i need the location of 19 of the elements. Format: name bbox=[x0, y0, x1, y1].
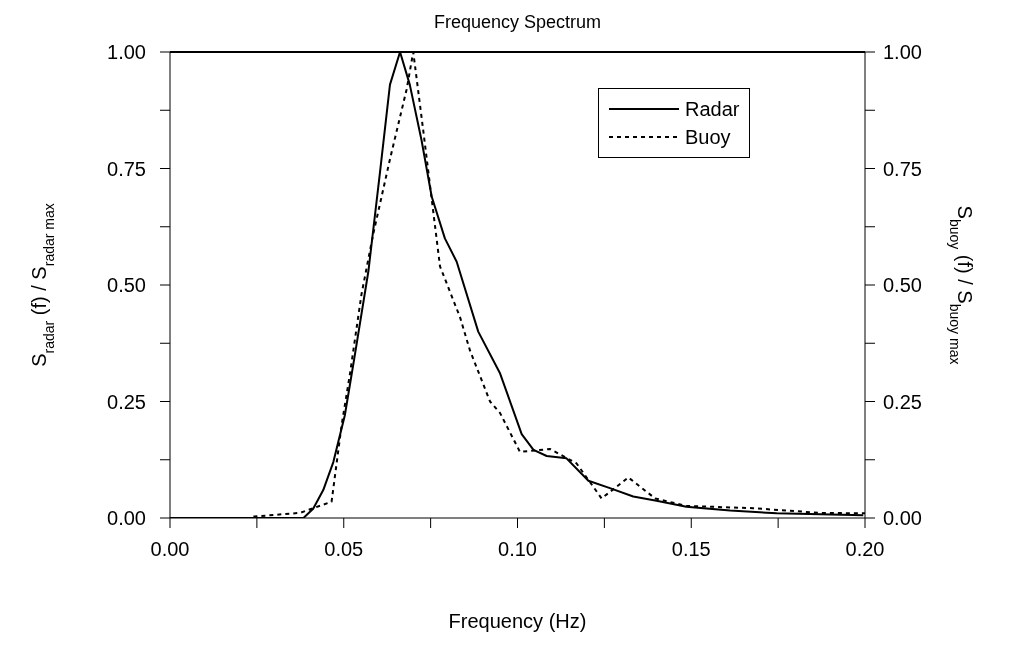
x-axis-title: Frequency (Hz) bbox=[448, 610, 587, 632]
x-tick-label: 0.00 bbox=[150, 538, 190, 561]
chart-title: Frequency Spectrum bbox=[432, 12, 603, 33]
y-tick-label: 1.00 bbox=[107, 41, 146, 64]
y-tick-label: 0.25 bbox=[107, 390, 146, 413]
x-tick-label: 0.15 bbox=[671, 538, 711, 561]
y2-tick-label: 1.00 bbox=[883, 41, 922, 64]
y2-tick-label: 0.00 bbox=[883, 507, 922, 530]
legend-label: Buoy bbox=[685, 125, 731, 150]
y-tick-label: 0.00 bbox=[107, 507, 146, 530]
y2-tick-label: 0.75 bbox=[883, 157, 922, 180]
x-tick-label: 0.05 bbox=[324, 538, 364, 561]
y2-tick-label: 0.50 bbox=[883, 274, 922, 297]
y-tick-label: 0.75 bbox=[107, 157, 146, 180]
x-tick-label: 0.20 bbox=[845, 538, 885, 561]
x-tick-label: 0.10 bbox=[498, 538, 537, 561]
y-tick-label: 0.50 bbox=[107, 274, 146, 297]
y2-tick-label: 0.25 bbox=[883, 390, 922, 413]
legend-label: Radar bbox=[685, 97, 740, 122]
